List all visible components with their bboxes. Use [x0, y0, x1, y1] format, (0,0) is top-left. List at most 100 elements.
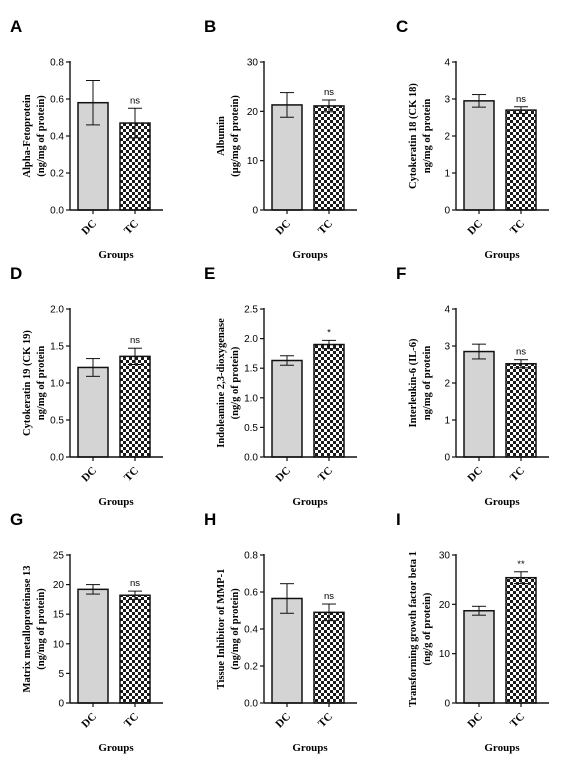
y-axis-label: Indoleamine 2,3-dioxygenase (ng/g of prot… — [216, 318, 241, 448]
x-tick-label: DC — [79, 465, 99, 485]
y-tick-label: 25 — [53, 551, 65, 562]
significance-label: ns — [516, 94, 526, 105]
y-axis-label-line: Interleukin-6 (IL-6) — [408, 338, 419, 427]
x-axis-title: Groups — [484, 742, 520, 754]
y-tick-label: 0.8 — [50, 58, 64, 69]
significance-label: ns — [130, 95, 140, 106]
x-axis-title: Groups — [484, 249, 520, 261]
y-tick-label: 0.0 — [50, 453, 64, 464]
y-axis-label: Transforming growth factor beta 1 (ng/g o… — [408, 551, 433, 707]
y-axis-label-line: ng/mg of protein — [422, 99, 433, 174]
significance-label: ** — [517, 559, 525, 570]
x-tick-label: TC — [122, 218, 141, 237]
bar-dc — [77, 366, 109, 458]
y-axis-label-line: (ng/mg of protein) — [36, 95, 47, 177]
panel-letter: G — [10, 510, 23, 529]
x-tick-label: DC — [465, 465, 485, 485]
panel-a: A Alpha-Fetoprotein (ng/mg of protein) 0.0 0… — [10, 17, 163, 261]
bar-tc — [313, 611, 345, 704]
x-tick-label: TC — [122, 465, 141, 484]
y-tick-label: 20 — [439, 600, 451, 611]
y-tick-label: 0.6 — [50, 95, 64, 106]
y-tick-label: 20 — [53, 580, 65, 591]
x-axis-title: Groups — [98, 742, 134, 754]
y-axis-label-line: (ng/mg of protein) — [230, 588, 241, 670]
y-axis-label: Cytokeratin 19 (CK 19) ng/mg of protein — [22, 330, 47, 436]
y-tick-label: 10 — [247, 156, 259, 167]
y-tick-label: 0 — [252, 206, 258, 217]
panel-c: C Cytokeratin 18 (CK 18) ng/mg of protein 0… — [396, 17, 549, 261]
x-tick-label: TC — [508, 465, 527, 484]
significance-label: ns — [130, 335, 140, 346]
x-tick-label: TC — [316, 711, 335, 730]
y-tick-label: 1 — [444, 416, 450, 427]
y-tick-label: 0.0 — [244, 699, 258, 710]
x-tick-label: TC — [508, 218, 527, 237]
y-axis-label-line: Albumin — [216, 116, 227, 156]
y-axis-label-line: Alpha-Fetoprotein — [22, 94, 33, 177]
y-tick-label: 0.4 — [50, 132, 64, 143]
y-tick-label: 1.0 — [50, 379, 64, 390]
bar-dc — [271, 359, 303, 458]
x-tick-label: TC — [316, 465, 335, 484]
y-tick-label: 0.5 — [244, 423, 258, 434]
bar-dc — [271, 597, 303, 704]
panel-letter: A — [10, 17, 22, 36]
y-tick-label: 0.2 — [244, 662, 258, 673]
bar-tc — [119, 355, 151, 458]
y-tick-label: 10 — [53, 639, 65, 650]
y-tick-label: 30 — [247, 58, 259, 69]
y-axis-label-line: Cytokeratin 19 (CK 19) — [22, 330, 33, 436]
y-axis-label-line: (ng/g of protein) — [230, 346, 241, 419]
y-tick-label: 5 — [58, 669, 64, 680]
significance-label: ns — [324, 591, 334, 602]
bar-dc — [463, 100, 495, 211]
y-axis-label: Cytokeratin 18 (CK 18) ng/mg of protein — [408, 83, 433, 189]
y-axis-label: Albumin (µg/mg of protein) — [216, 95, 241, 177]
x-tick-label: DC — [79, 218, 99, 238]
bar-tc — [313, 343, 345, 458]
significance-label: ns — [130, 578, 140, 589]
y-axis-label-line: (µg/mg of protein) — [230, 95, 241, 177]
panel-f: F Interleukin-6 (IL-6) ng/mg of protein 0 1 2… — [396, 264, 549, 508]
x-axis-title: Groups — [98, 249, 134, 261]
y-axis-label: Matrix metalloproteinase 13 (ng/mg of pro… — [22, 566, 47, 693]
panel-letter: B — [204, 17, 216, 36]
x-tick-label: DC — [79, 711, 99, 731]
y-tick-label: 0 — [58, 699, 64, 710]
panel-b: B Albumin (µg/mg of protein) 0 10 20 30 DC ns TC G… — [204, 17, 357, 261]
y-tick-label: 10 — [439, 649, 451, 660]
y-axis-label: Alpha-Fetoprotein (ng/mg of protein) — [22, 94, 47, 177]
x-axis-title: Groups — [98, 496, 134, 508]
y-tick-label: 0.8 — [244, 551, 258, 562]
bar-tc — [313, 105, 345, 211]
y-tick-label: 2.5 — [244, 305, 258, 316]
bar-tc — [505, 109, 537, 211]
y-axis-label: Interleukin-6 (IL-6) ng/mg of protein — [408, 338, 433, 427]
y-tick-label: 0 — [444, 206, 450, 217]
y-axis-label-line: (ng/g of protein) — [422, 592, 433, 665]
bar-dc — [271, 104, 303, 211]
y-tick-label: 2 — [444, 132, 450, 143]
panel-letter: C — [396, 17, 408, 36]
y-tick-label: 3 — [444, 342, 450, 353]
x-tick-label: TC — [508, 711, 527, 730]
y-tick-label: 0.2 — [50, 169, 64, 180]
y-tick-label: 4 — [444, 305, 450, 316]
panel-letter: H — [204, 510, 216, 529]
x-tick-label: DC — [465, 218, 485, 238]
y-axis-label-line: ng/mg of protein — [422, 346, 433, 421]
x-axis-title: Groups — [292, 249, 328, 261]
y-tick-label: 0.0 — [244, 453, 258, 464]
y-tick-label: 0.0 — [50, 206, 64, 217]
bar-dc — [463, 609, 495, 704]
y-tick-label: 2.0 — [244, 334, 258, 345]
y-axis-label-line: ng/mg of protein — [36, 346, 47, 421]
panel-i: I Transforming growth factor beta 1 (ng/g … — [396, 510, 549, 754]
y-tick-label: 3 — [444, 95, 450, 106]
panel-letter: I — [396, 510, 401, 529]
y-tick-label: 0.4 — [244, 625, 258, 636]
y-tick-label: 2 — [444, 379, 450, 390]
x-tick-label: TC — [122, 711, 141, 730]
y-tick-label: 0 — [444, 699, 450, 710]
